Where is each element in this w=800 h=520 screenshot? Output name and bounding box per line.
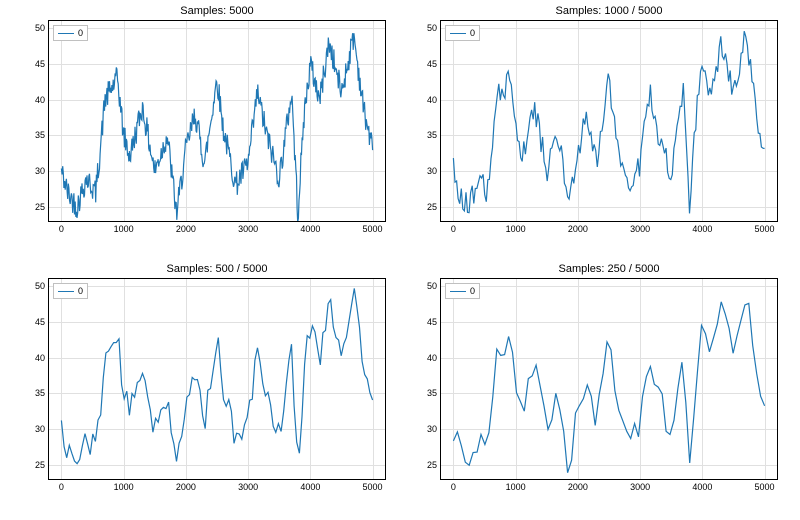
- xtick-label: 5000: [363, 479, 383, 492]
- xtick-label: 3000: [238, 479, 258, 492]
- ytick-label: 50: [35, 23, 49, 33]
- subplot-title: Samples: 1000 / 5000: [441, 5, 777, 17]
- ytick-label: 40: [427, 353, 441, 363]
- ytick-label: 40: [35, 95, 49, 105]
- xtick-label: 1000: [506, 221, 526, 234]
- plot-area: Samples: 250 / 5000253035404550010002000…: [440, 278, 778, 480]
- xtick-label: 2000: [176, 221, 196, 234]
- xtick-label: 1000: [114, 479, 134, 492]
- xtick-label: 0: [451, 221, 456, 234]
- subplot-title: Samples: 500 / 5000: [49, 263, 385, 275]
- legend-line-icon: [58, 291, 74, 292]
- xtick-label: 3000: [630, 479, 650, 492]
- ytick-label: 25: [427, 202, 441, 212]
- line-chart-svg: [49, 279, 385, 479]
- subplot-2: Samples: 500 / 5000253035404550010002000…: [48, 278, 384, 478]
- figure: Samples: 5000253035404550010002000300040…: [0, 0, 800, 520]
- legend-label: 0: [78, 286, 83, 296]
- line-chart-svg: [441, 279, 777, 479]
- ytick-label: 25: [35, 202, 49, 212]
- ytick-label: 25: [427, 460, 441, 470]
- xtick-label: 1000: [114, 221, 134, 234]
- ytick-label: 35: [427, 388, 441, 398]
- ytick-label: 40: [35, 353, 49, 363]
- ytick-label: 35: [427, 130, 441, 140]
- xtick-label: 4000: [300, 221, 320, 234]
- ytick-label: 35: [35, 130, 49, 140]
- legend: 0: [53, 283, 88, 299]
- xtick-label: 4000: [692, 221, 712, 234]
- ytick-label: 50: [427, 281, 441, 291]
- subplot-title: Samples: 250 / 5000: [441, 263, 777, 275]
- line-chart-svg: [49, 21, 385, 221]
- legend-label: 0: [470, 28, 475, 38]
- subplot-title: Samples: 5000: [49, 5, 385, 17]
- legend: 0: [445, 25, 480, 41]
- ytick-label: 45: [427, 317, 441, 327]
- series-line: [61, 288, 372, 463]
- plot-area: Samples: 1000 / 500025303540455001000200…: [440, 20, 778, 222]
- legend-line-icon: [58, 33, 74, 34]
- xtick-label: 5000: [363, 221, 383, 234]
- ytick-label: 45: [427, 59, 441, 69]
- legend-line-icon: [450, 291, 466, 292]
- ytick-label: 30: [35, 166, 49, 176]
- series-line: [453, 31, 764, 213]
- legend-label: 0: [78, 28, 83, 38]
- ytick-label: 25: [35, 460, 49, 470]
- ytick-label: 30: [427, 166, 441, 176]
- subplot-3: Samples: 250 / 5000253035404550010002000…: [440, 278, 776, 478]
- ytick-label: 30: [427, 424, 441, 434]
- line-chart-svg: [441, 21, 777, 221]
- xtick-label: 2000: [568, 221, 588, 234]
- ytick-label: 50: [35, 281, 49, 291]
- subplot-0: Samples: 5000253035404550010002000300040…: [48, 20, 384, 220]
- xtick-label: 3000: [238, 221, 258, 234]
- legend: 0: [53, 25, 88, 41]
- xtick-label: 1000: [506, 479, 526, 492]
- legend: 0: [445, 283, 480, 299]
- series-line: [453, 302, 764, 473]
- ytick-label: 45: [35, 317, 49, 327]
- xtick-label: 0: [451, 479, 456, 492]
- series-line: [61, 33, 372, 221]
- ytick-label: 45: [35, 59, 49, 69]
- xtick-label: 2000: [568, 479, 588, 492]
- xtick-label: 5000: [755, 479, 775, 492]
- plot-area: Samples: 5000253035404550010002000300040…: [48, 20, 386, 222]
- xtick-label: 0: [59, 479, 64, 492]
- ytick-label: 40: [427, 95, 441, 105]
- legend-label: 0: [470, 286, 475, 296]
- plot-area: Samples: 500 / 5000253035404550010002000…: [48, 278, 386, 480]
- legend-line-icon: [450, 33, 466, 34]
- xtick-label: 4000: [300, 479, 320, 492]
- ytick-label: 30: [35, 424, 49, 434]
- xtick-label: 2000: [176, 479, 196, 492]
- xtick-label: 4000: [692, 479, 712, 492]
- xtick-label: 5000: [755, 221, 775, 234]
- subplot-1: Samples: 1000 / 500025303540455001000200…: [440, 20, 776, 220]
- xtick-label: 0: [59, 221, 64, 234]
- ytick-label: 35: [35, 388, 49, 398]
- xtick-label: 3000: [630, 221, 650, 234]
- ytick-label: 50: [427, 23, 441, 33]
